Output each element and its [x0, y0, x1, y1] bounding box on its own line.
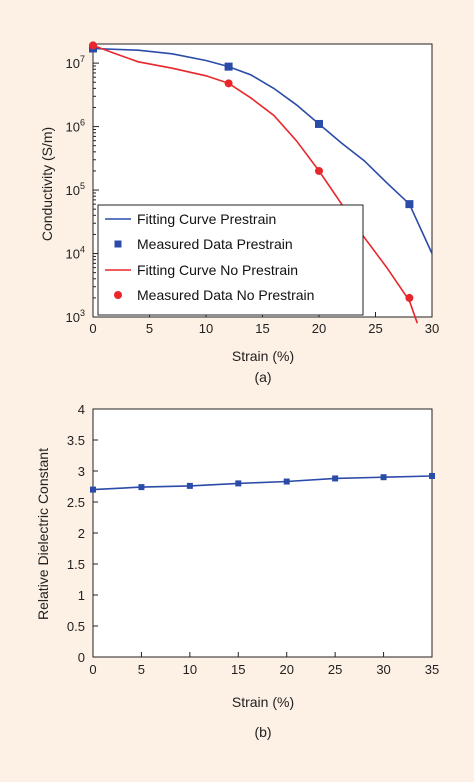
dielectric-y-tick-label: 4 — [78, 402, 85, 417]
dielectric-point — [380, 474, 387, 481]
dielectric-x-tick-label: 25 — [328, 662, 342, 677]
conductivity-x-tick-label: 10 — [199, 321, 213, 336]
dielectric-axes: 0 5 10 15 20 25 30 35 0 0.5 1 1.5 2 2.5 3 3.5 4 — [67, 402, 439, 677]
dielectric-point — [90, 486, 96, 493]
dielectric-point — [186, 482, 193, 489]
conductivity-prestrain-point — [224, 62, 233, 71]
conductivity-x-tick-label: 25 — [368, 321, 382, 336]
conductivity-legend: Fitting Curve Prestrain Measured Data Pr… — [97, 204, 364, 316]
dielectric-series-line — [92, 475, 433, 491]
dielectric-y-tick-label: 0.5 — [67, 619, 85, 634]
conductivity-x-tick-label: 0 — [89, 321, 96, 336]
conductivity-no-prestrain-point — [315, 166, 323, 175]
dielectric-point — [138, 484, 145, 491]
dielectric-y-tick-label: 2 — [78, 526, 85, 541]
dielectric-point — [332, 475, 339, 482]
conductivity-x-tick-label: 15 — [255, 321, 269, 336]
dielectric-x-axis-label: Strain (%) — [232, 694, 294, 710]
legend-label-fitting-no-prestrain: Fitting Curve No Prestrain — [137, 262, 298, 278]
conductivity-y-axis-label: Conductivity (S/m) — [39, 127, 55, 241]
dielectric-x-tick-label: 35 — [425, 662, 439, 677]
panel-a-caption: (a) — [254, 369, 271, 385]
dielectric-series — [90, 472, 435, 493]
dielectric-y-tick-label: 0 — [78, 650, 85, 665]
conductivity-x-tick-label: 30 — [425, 321, 439, 336]
dielectric-y-tick-label: 1.5 — [67, 557, 85, 572]
dielectric-y-axis-label: Relative Dielectric Constant — [35, 448, 51, 620]
dielectric-x-tick-label: 20 — [279, 662, 293, 677]
dielectric-x-tick-label: 30 — [376, 662, 390, 677]
legend-label-fitting-prestrain: Fitting Curve Prestrain — [137, 211, 276, 227]
conductivity-no-prestrain-point — [405, 293, 414, 302]
conductivity-prestrain-point — [315, 119, 323, 128]
conductivity-series-0-line — [92, 47, 433, 254]
dielectric-point — [235, 480, 242, 487]
legend-label-measured-prestrain: Measured Data Prestrain — [137, 236, 293, 252]
dielectric-y-tick-label: 2.5 — [67, 495, 85, 510]
conductivity-prestrain-point — [405, 200, 414, 209]
legend-swatch-measured-prestrain — [114, 240, 122, 248]
conductivity-x-tick-label: 20 — [312, 321, 326, 336]
panel-b-caption: (b) — [254, 724, 271, 740]
legend-box — [97, 204, 364, 316]
dielectric-point — [429, 472, 435, 479]
conductivity-series — [89, 41, 433, 324]
dielectric-y-tick-label: 1 — [78, 588, 85, 603]
dielectric-plot-area — [92, 408, 433, 658]
dielectric-point — [283, 478, 290, 485]
legend-swatch-measured-no-prestrain — [114, 291, 122, 299]
dielectric-chart: 0 5 10 15 20 25 30 35 0 0.5 1 1.5 2 2.5 3 3.5 4 Strain (… — [35, 402, 439, 740]
dielectric-x-tick-label: 15 — [231, 662, 245, 677]
dielectric-y-tick-label: 3.5 — [67, 433, 85, 448]
conductivity-x-tick-label: 5 — [146, 321, 153, 336]
dielectric-x-tick-label: 5 — [138, 662, 145, 677]
conductivity-no-prestrain-point — [224, 79, 233, 88]
dielectric-x-tick-label: 0 — [89, 662, 96, 677]
dielectric-x-tick-label: 10 — [183, 662, 197, 677]
conductivity-no-prestrain-point — [89, 41, 97, 50]
legend-label-measured-no-prestrain: Measured Data No Prestrain — [137, 287, 314, 303]
dielectric-y-tick-label: 3 — [78, 464, 85, 479]
conductivity-series-2-line — [92, 44, 419, 324]
conductivity-x-axis-label: Strain (%) — [232, 348, 294, 364]
